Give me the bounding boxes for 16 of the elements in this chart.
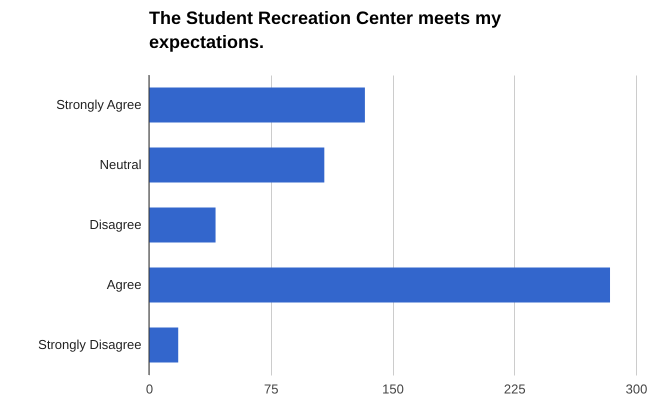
y-tick-label: Agree <box>106 277 142 292</box>
x-tick-label: 150 <box>382 382 404 396</box>
x-tick-label: 75 <box>264 382 278 396</box>
x-tick-label: 0 <box>146 382 154 396</box>
y-tick-label: Neutral <box>100 157 142 172</box>
bar <box>149 208 216 242</box>
bar <box>149 148 324 182</box>
y-tick-label: Strongly Disagree <box>38 337 142 352</box>
x-tick-label: 225 <box>504 382 526 396</box>
x-tick-label: 300 <box>626 382 648 396</box>
bar <box>149 88 365 122</box>
bar <box>149 268 610 302</box>
bar <box>149 328 178 362</box>
chart-title: The Student Recreation Center meets my expectations. <box>149 7 502 54</box>
y-tick-label: Disagree <box>89 217 142 232</box>
y-tick-label: Strongly Agree <box>56 97 142 112</box>
